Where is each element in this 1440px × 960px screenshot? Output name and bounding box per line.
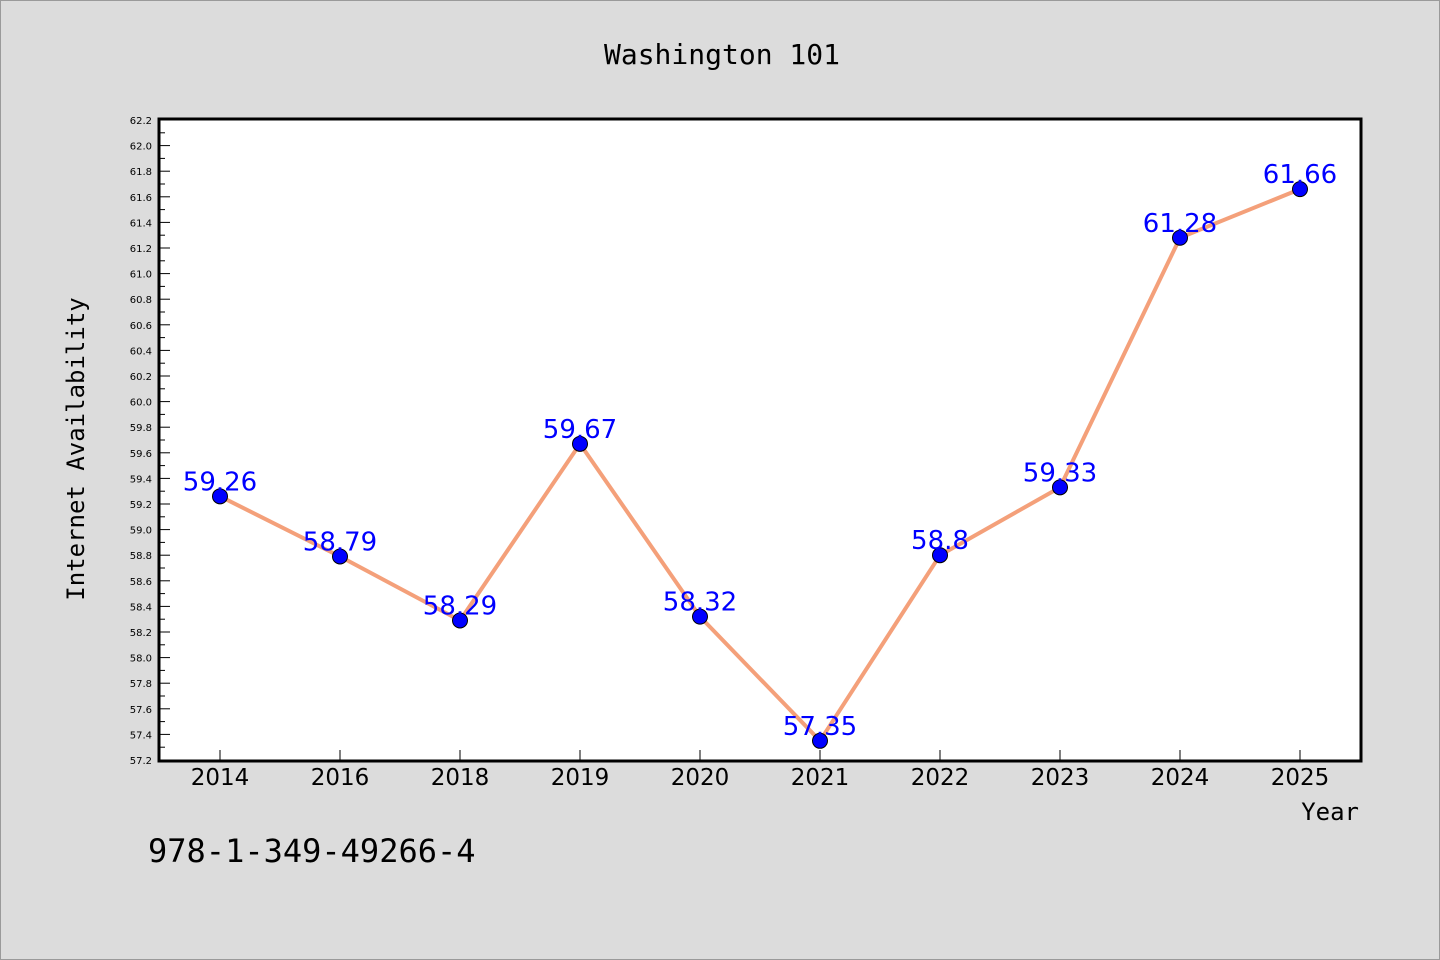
data-point-marker bbox=[692, 608, 708, 625]
data-point-marker bbox=[932, 547, 948, 564]
y-axis-label: Internet Availability bbox=[62, 297, 90, 600]
series-line bbox=[219, 187, 1301, 743]
y-tick-label: 57.4 bbox=[130, 730, 152, 741]
y-tick-label: 58.0 bbox=[130, 654, 152, 665]
isbn-footer: 978-1-349-49266-4 bbox=[148, 832, 476, 870]
x-tick-label: 2023 bbox=[1031, 765, 1090, 791]
x-tick-label: 2024 bbox=[1151, 765, 1210, 791]
y-tick-label: 61.8 bbox=[130, 167, 152, 178]
data-point-marker bbox=[1052, 479, 1068, 496]
x-tick-label: 2019 bbox=[551, 765, 610, 791]
data-point-marker bbox=[332, 548, 348, 565]
plot-area bbox=[157, 117, 1363, 763]
data-label: 59.33 bbox=[1023, 458, 1097, 488]
data-label: 58.29 bbox=[423, 591, 497, 621]
y-tick-label: 60.8 bbox=[130, 295, 152, 306]
y-tick-label: 62.2 bbox=[130, 116, 152, 127]
data-label: 61.28 bbox=[1143, 209, 1217, 239]
x-tick-label: 2025 bbox=[1271, 765, 1330, 791]
x-tick-label: 2022 bbox=[911, 765, 970, 791]
x-axis: 2014 2016 2018 2019 2020 2021 2022 2023 2024 2025 bbox=[191, 750, 1330, 791]
y-tick-label: 58.2 bbox=[130, 628, 152, 639]
data-labels: 59.26 58.79 58.29 59.67 58.32 57.35 58.8 59.33 6… bbox=[183, 160, 1337, 742]
y-tick-label: 61.4 bbox=[130, 218, 152, 229]
data-label: 61.66 bbox=[1263, 160, 1337, 190]
x-tick-label: 2021 bbox=[791, 765, 850, 791]
chart-title: Washington 101 bbox=[604, 38, 840, 71]
x-tick-label: 2020 bbox=[671, 765, 730, 791]
data-point-marker bbox=[1292, 181, 1308, 198]
y-tick-label: 58.8 bbox=[130, 551, 152, 562]
y-tick-label: 58.6 bbox=[130, 577, 152, 588]
series-markers bbox=[212, 181, 1308, 749]
data-label: 57.35 bbox=[783, 712, 857, 742]
y-tick-label: 59.2 bbox=[130, 500, 152, 511]
y-tick-label: 60.0 bbox=[130, 398, 152, 409]
y-tick-label: 60.2 bbox=[130, 372, 152, 383]
y-tick-label: 57.6 bbox=[130, 705, 152, 716]
y-tick-label: 57.2 bbox=[130, 756, 152, 767]
y-tick-label: 59.0 bbox=[130, 526, 152, 537]
data-point-marker bbox=[572, 435, 588, 452]
data-point-marker bbox=[812, 732, 828, 749]
y-tick-label: 61.6 bbox=[130, 193, 152, 204]
y-tick-label: 61.0 bbox=[130, 270, 152, 281]
y-tick-label: 58.4 bbox=[130, 602, 152, 613]
y-tick-label: 60.4 bbox=[130, 346, 152, 357]
y-tick-label: 59.4 bbox=[130, 474, 152, 485]
data-label: 58.79 bbox=[303, 527, 377, 557]
y-tick-label: 57.8 bbox=[130, 679, 152, 690]
y-tick-label: 61.2 bbox=[130, 244, 152, 255]
x-tick-label: 2018 bbox=[431, 765, 490, 791]
data-label: 58.32 bbox=[663, 588, 737, 618]
y-axis: 57.2 57.4 57.6 57.8 58.0 58.2 58.4 58.6 58.8 59.0… bbox=[130, 116, 170, 767]
x-tick-label: 2014 bbox=[191, 765, 250, 791]
data-point-marker bbox=[1172, 229, 1188, 246]
data-label: 58.8 bbox=[911, 526, 969, 556]
data-point-marker bbox=[212, 488, 228, 505]
x-tick-label: 2016 bbox=[311, 765, 370, 791]
x-axis-label: Year bbox=[1301, 798, 1359, 826]
y-tick-label: 59.6 bbox=[130, 449, 152, 460]
y-tick-label: 60.6 bbox=[130, 321, 152, 332]
data-point-marker bbox=[452, 612, 468, 629]
y-tick-label: 62.0 bbox=[130, 142, 152, 153]
y-tick-label: 59.8 bbox=[130, 423, 152, 434]
data-label: 59.67 bbox=[543, 415, 617, 445]
data-label: 59.26 bbox=[183, 467, 257, 497]
